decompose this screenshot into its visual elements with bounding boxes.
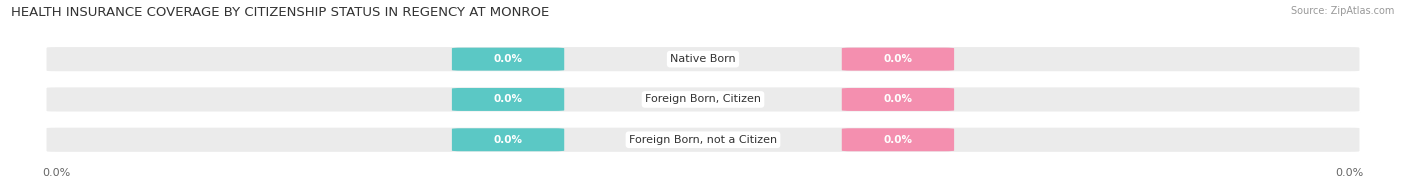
FancyBboxPatch shape xyxy=(842,48,955,71)
Text: 0.0%: 0.0% xyxy=(1336,168,1364,178)
FancyBboxPatch shape xyxy=(451,128,564,151)
Text: 0.0%: 0.0% xyxy=(883,135,912,145)
FancyBboxPatch shape xyxy=(45,127,1361,153)
FancyBboxPatch shape xyxy=(842,128,955,151)
FancyBboxPatch shape xyxy=(45,46,1361,72)
Text: 0.0%: 0.0% xyxy=(494,94,523,105)
Text: 0.0%: 0.0% xyxy=(494,135,523,145)
FancyBboxPatch shape xyxy=(842,88,955,111)
Text: 0.0%: 0.0% xyxy=(883,94,912,105)
Text: 0.0%: 0.0% xyxy=(42,168,70,178)
FancyBboxPatch shape xyxy=(451,48,564,71)
Text: Foreign Born, not a Citizen: Foreign Born, not a Citizen xyxy=(628,135,778,145)
FancyBboxPatch shape xyxy=(45,86,1361,113)
Text: Source: ZipAtlas.com: Source: ZipAtlas.com xyxy=(1291,6,1395,16)
Text: 0.0%: 0.0% xyxy=(883,54,912,64)
FancyBboxPatch shape xyxy=(451,88,564,111)
Text: Native Born: Native Born xyxy=(671,54,735,64)
Text: 0.0%: 0.0% xyxy=(494,54,523,64)
Text: Foreign Born, Citizen: Foreign Born, Citizen xyxy=(645,94,761,105)
Text: HEALTH INSURANCE COVERAGE BY CITIZENSHIP STATUS IN REGENCY AT MONROE: HEALTH INSURANCE COVERAGE BY CITIZENSHIP… xyxy=(11,6,550,19)
